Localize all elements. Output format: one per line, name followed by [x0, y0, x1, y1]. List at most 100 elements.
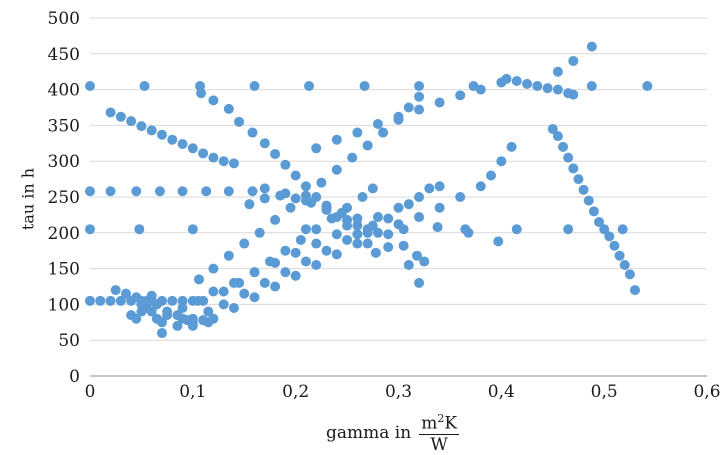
data-point — [372, 118, 383, 129]
data-point — [311, 143, 322, 154]
data-point — [131, 292, 142, 303]
data-point — [254, 227, 265, 238]
data-point — [136, 306, 147, 317]
data-point — [347, 152, 358, 163]
data-point — [552, 66, 563, 77]
data-point — [208, 95, 219, 106]
data-point — [270, 257, 281, 268]
data-point — [239, 238, 250, 249]
data-point — [146, 125, 157, 136]
data-point — [218, 156, 229, 167]
data-point — [304, 81, 315, 92]
data-point — [167, 295, 178, 306]
x-axis-unit-denominator: W — [430, 434, 448, 455]
data-point — [280, 267, 291, 278]
data-point — [552, 84, 563, 95]
data-point — [357, 192, 368, 202]
data-point — [547, 123, 558, 134]
data-point — [290, 247, 301, 258]
y-tick-label: 50 — [58, 331, 80, 351]
data-point — [187, 224, 198, 235]
data-point — [414, 212, 425, 223]
data-point — [203, 317, 214, 328]
data-point — [259, 183, 270, 194]
data-point — [414, 91, 425, 102]
data-point — [378, 127, 389, 138]
data-point — [154, 186, 165, 197]
data-point — [414, 192, 425, 202]
data-point — [167, 134, 178, 145]
data-point — [321, 245, 332, 256]
data-point — [604, 231, 615, 242]
data-point — [393, 202, 404, 213]
data-point — [218, 299, 229, 310]
data-point — [342, 214, 353, 225]
data-point — [568, 89, 579, 100]
data-point — [414, 277, 425, 288]
data-point — [501, 73, 512, 84]
data-point — [194, 274, 205, 285]
data-point — [617, 224, 628, 235]
data-point — [198, 148, 209, 159]
data-point — [414, 81, 425, 92]
data-point — [85, 224, 95, 235]
data-point — [398, 240, 409, 251]
data-point — [455, 90, 466, 101]
data-point — [432, 222, 443, 233]
data-point — [85, 295, 95, 306]
data-point — [383, 242, 394, 253]
data-point — [259, 277, 270, 288]
data-point — [455, 192, 466, 202]
data-point — [362, 238, 373, 249]
data-point — [609, 240, 620, 251]
data-point — [300, 256, 311, 267]
data-point — [352, 238, 363, 249]
data-point — [218, 286, 229, 297]
data-point — [259, 138, 270, 149]
data-point — [151, 299, 162, 310]
data-point — [247, 127, 258, 138]
data-point — [370, 247, 381, 258]
data-point — [177, 186, 188, 197]
data-point — [300, 195, 311, 206]
x-axis-title: gamma in m2K W — [326, 413, 460, 455]
data-point — [463, 227, 474, 238]
data-point — [249, 81, 260, 92]
data-point — [419, 256, 430, 267]
data-point — [172, 320, 183, 331]
data-point — [573, 174, 584, 185]
data-point — [131, 186, 142, 197]
x-tick-label: 0,1 — [179, 382, 206, 402]
data-point — [372, 227, 383, 238]
data-point — [270, 214, 281, 225]
unit-k: K — [444, 413, 458, 434]
data-point — [162, 306, 173, 317]
data-point — [115, 111, 126, 122]
data-point — [434, 97, 445, 108]
data-point — [146, 306, 157, 317]
y-tick-label: 400 — [48, 81, 80, 101]
data-point — [352, 229, 363, 240]
x-tick-label: 0,4 — [488, 382, 515, 402]
data-point — [249, 292, 260, 303]
y-tick-label: 150 — [48, 260, 80, 280]
data-point — [208, 286, 219, 297]
data-point — [192, 295, 203, 306]
data-point — [434, 202, 445, 213]
data-point — [511, 224, 522, 235]
data-point — [126, 116, 137, 127]
data-point — [403, 260, 414, 271]
data-point — [131, 313, 142, 324]
data-point — [599, 224, 610, 235]
data-point — [208, 263, 219, 274]
data-point — [493, 236, 504, 247]
data-point — [568, 163, 579, 174]
data-point — [642, 81, 653, 92]
y-tick-label: 250 — [48, 188, 80, 208]
data-point — [203, 306, 214, 317]
data-point — [120, 288, 131, 299]
data-point — [383, 229, 394, 240]
data-point — [290, 170, 301, 181]
data-point — [95, 295, 106, 306]
data-point — [311, 238, 322, 249]
